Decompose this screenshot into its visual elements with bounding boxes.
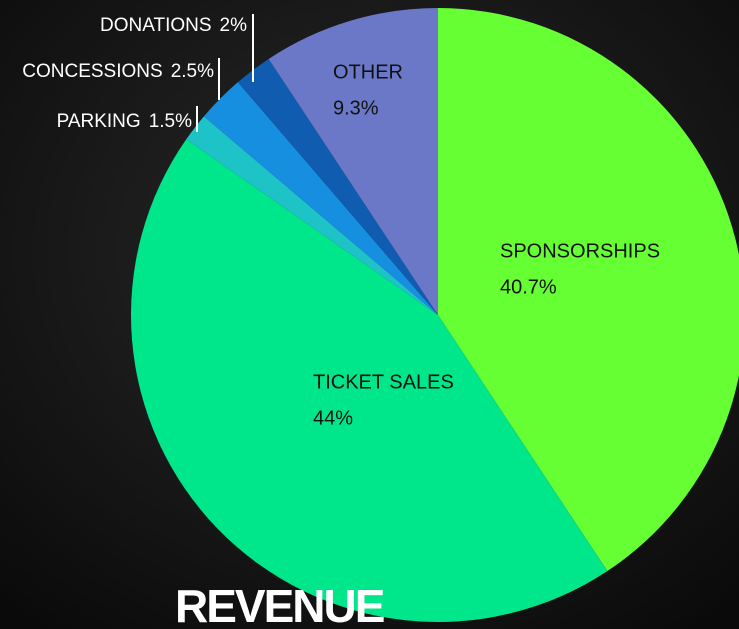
slice-name: PARKING <box>57 111 141 132</box>
slice-value-label: 1.5% <box>149 111 192 132</box>
slice-name: CONCESSIONS <box>22 61 162 82</box>
pie-slice <box>237 58 438 315</box>
slice-value-label: 40.7% <box>500 276 557 298</box>
slice-value-label: 44% <box>313 407 353 429</box>
slice-label: TICKET SALES <box>313 371 454 393</box>
slice-value-label: 2% <box>220 15 248 36</box>
pie-slice <box>268 8 438 315</box>
chart-title: REVENUE <box>175 580 384 629</box>
slice-value-label: 9.3% <box>333 97 379 119</box>
pie-slice <box>203 82 438 315</box>
slice-label: CONCESSIONS 2.5% <box>22 61 214 82</box>
pie-slice <box>186 116 438 315</box>
slice-label: DONATIONS 2% <box>100 15 247 36</box>
pie <box>131 8 739 622</box>
pie-slice <box>131 139 608 622</box>
slice-label: SPONSORSHIPS <box>500 240 660 262</box>
labels: SPONSORSHIPS 40.7% TICKET SALES 44% PARKING 1… <box>22 14 660 429</box>
pie-slice <box>438 8 739 572</box>
slice-label: OTHER <box>333 61 403 83</box>
slice-name: DONATIONS <box>100 15 212 36</box>
slice-label: PARKING 1.5% <box>57 111 193 132</box>
slice-value-label: 2.5% <box>171 61 214 82</box>
